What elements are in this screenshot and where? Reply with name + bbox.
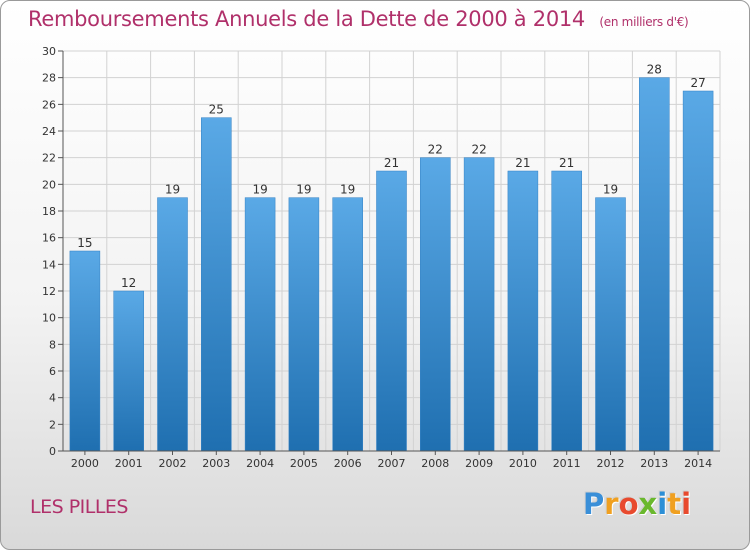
value-label: 28 [647, 63, 662, 77]
bar-2013 [639, 77, 670, 452]
value-label: 19 [603, 183, 618, 197]
x-tick-label: 2005 [290, 457, 318, 470]
bar-2011 [551, 170, 582, 452]
value-label: 12 [121, 276, 136, 290]
unit-label: (en milliers d'€) [599, 15, 689, 29]
bar-2005 [288, 197, 320, 452]
x-tick-label: 2001 [115, 457, 143, 470]
bar-2008 [420, 157, 451, 452]
value-label: 19 [340, 183, 355, 197]
bar-2009 [463, 157, 495, 452]
bar-2010 [507, 170, 539, 452]
value-label: 22 [428, 143, 443, 157]
chart-title: Remboursements Annuels de la Dette de 20… [28, 7, 689, 31]
logo-letter: r [604, 487, 619, 521]
value-label: 15 [77, 236, 92, 250]
logo-letter: x [638, 487, 658, 521]
y-tick-label: 4 [49, 392, 56, 405]
x-tick-label: 2002 [159, 457, 187, 470]
x-tick-label: 2014 [684, 457, 712, 470]
bar-2001 [113, 290, 144, 452]
y-tick-label: 26 [42, 98, 56, 111]
y-tick-label: 28 [42, 72, 56, 85]
bar-2003 [201, 117, 232, 452]
bar-2004 [244, 197, 276, 452]
value-label: 21 [384, 156, 399, 170]
x-tick-label: 2007 [378, 457, 406, 470]
x-tick-label: 2013 [640, 457, 668, 470]
x-tick-label: 2010 [509, 457, 537, 470]
bar-2002 [157, 197, 188, 452]
y-tick-label: 2 [49, 418, 56, 431]
x-tick-label: 2008 [421, 457, 449, 470]
x-tick-label: 2003 [202, 457, 230, 470]
y-tick-label: 10 [42, 312, 56, 325]
x-tick-label: 2009 [465, 457, 493, 470]
value-label: 19 [252, 183, 267, 197]
y-tick-label: 14 [42, 258, 56, 271]
logo-letter: i [681, 487, 692, 521]
y-tick-label: 8 [49, 338, 56, 351]
logo-letter: i [657, 487, 668, 521]
y-tick-label: 18 [42, 205, 56, 218]
x-tick-label: 2000 [71, 457, 99, 470]
logo-letter: t [667, 487, 682, 521]
y-tick-label: 6 [49, 365, 56, 378]
value-label: 25 [209, 103, 224, 117]
bar-2014 [682, 90, 714, 452]
y-tick-label: 22 [42, 152, 56, 165]
labels: 0246810121416182022242628301520001220011… [42, 45, 712, 470]
bars [69, 77, 714, 452]
x-tick-label: 2012 [597, 457, 625, 470]
value-label: 19 [296, 183, 311, 197]
logo-letter: P [583, 487, 605, 521]
axes [58, 50, 720, 455]
value-label: 19 [165, 183, 180, 197]
x-tick-label: 2004 [246, 457, 274, 470]
y-tick-label: 24 [42, 125, 56, 138]
y-tick-label: 30 [42, 45, 56, 58]
value-label: 21 [515, 156, 530, 170]
value-label: 21 [559, 156, 574, 170]
commune-name: LES PILLES [30, 496, 129, 518]
logo-letter: o [618, 487, 639, 521]
bar-2012 [595, 197, 626, 452]
bar-2007 [376, 170, 407, 452]
x-tick-label: 2006 [334, 457, 362, 470]
bar-2006 [332, 197, 363, 452]
value-label: 27 [690, 76, 705, 90]
y-tick-label: 16 [42, 232, 56, 245]
y-tick-label: 12 [42, 285, 56, 298]
y-tick-label: 20 [42, 178, 56, 191]
bar-2000 [69, 250, 101, 452]
title-text: Remboursements Annuels de la Dette de 20… [28, 7, 585, 31]
value-label: 22 [471, 143, 486, 157]
proxiti-logo: Proxiti [583, 487, 691, 521]
x-tick-label: 2011 [553, 457, 581, 470]
y-tick-label: 0 [49, 445, 56, 458]
